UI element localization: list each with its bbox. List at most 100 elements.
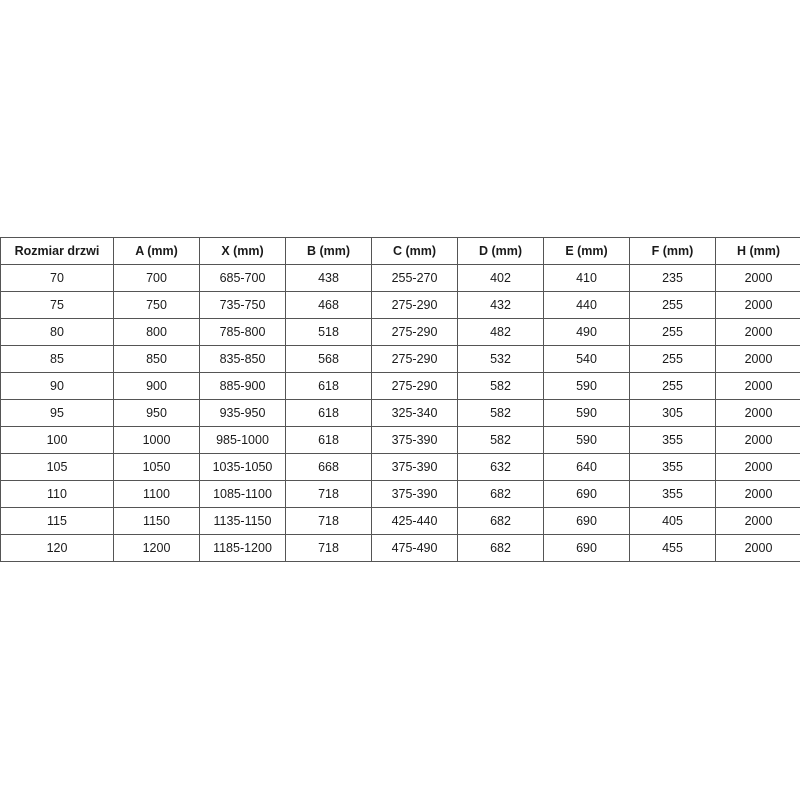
column-header: D (mm) — [457, 237, 544, 265]
table-cell: 75 — [0, 291, 114, 319]
table-cell: 582 — [457, 399, 544, 427]
table-cell: 935-950 — [199, 399, 286, 427]
table-cell: 690 — [543, 480, 630, 508]
table-cell: 668 — [285, 453, 372, 481]
table-cell: 275-290 — [371, 372, 458, 400]
table-cell: 800 — [113, 318, 200, 346]
table-cell: 325-340 — [371, 399, 458, 427]
table-cell: 90 — [0, 372, 114, 400]
table-cell: 2000 — [715, 399, 800, 427]
table-cell: 682 — [457, 480, 544, 508]
table-cell: 1135-1150 — [199, 507, 286, 535]
table-cell: 355 — [629, 480, 716, 508]
table-cell: 590 — [543, 426, 630, 454]
table-row: 85 850 835-850 568 275-290 532 540 255 2000 — [0, 345, 800, 373]
table-row: 75 750 735-750 468 275-290 432 440 255 2000 — [0, 291, 800, 319]
table-cell: 640 — [543, 453, 630, 481]
table-cell: 885-900 — [199, 372, 286, 400]
table-cell: 355 — [629, 426, 716, 454]
table-cell: 1000 — [113, 426, 200, 454]
table-cell: 375-390 — [371, 453, 458, 481]
table-cell: 618 — [285, 426, 372, 454]
table-cell: 2000 — [715, 453, 800, 481]
table-cell: 2000 — [715, 480, 800, 508]
table-row: 90 900 885-900 618 275-290 582 590 255 2000 — [0, 372, 800, 400]
table-cell: 682 — [457, 534, 544, 562]
table-row: 80 800 785-800 518 275-290 482 490 255 2000 — [0, 318, 800, 346]
table-cell: 540 — [543, 345, 630, 373]
table-cell: 275-290 — [371, 291, 458, 319]
column-header: F (mm) — [629, 237, 716, 265]
column-header: A (mm) — [113, 237, 200, 265]
column-header: B (mm) — [285, 237, 372, 265]
table-cell: 105 — [0, 453, 114, 481]
table-cell: 718 — [285, 507, 372, 535]
table-cell: 305 — [629, 399, 716, 427]
table-cell: 490 — [543, 318, 630, 346]
table-cell: 850 — [113, 345, 200, 373]
table-cell: 985-1000 — [199, 426, 286, 454]
table-cell: 110 — [0, 480, 114, 508]
table-cell: 1150 — [113, 507, 200, 535]
table-cell: 375-390 — [371, 426, 458, 454]
table-cell: 690 — [543, 534, 630, 562]
column-header: C (mm) — [371, 237, 458, 265]
table-cell: 275-290 — [371, 318, 458, 346]
door-size-table: Rozmiar drzwi A (mm) X (mm) B (mm) C (mm) D (… — [0, 237, 800, 562]
table-cell: 1100 — [113, 480, 200, 508]
table-cell: 618 — [285, 399, 372, 427]
table-cell: 468 — [285, 291, 372, 319]
table-cell: 2000 — [715, 507, 800, 535]
table-cell: 950 — [113, 399, 200, 427]
table-cell: 455 — [629, 534, 716, 562]
table-row: 115 1150 1135-1150 718 425-440 682 690 405 2000 — [0, 507, 800, 535]
table-cell: 718 — [285, 534, 372, 562]
table-cell: 2000 — [715, 345, 800, 373]
table-cell: 85 — [0, 345, 114, 373]
table-header: Rozmiar drzwi A (mm) X (mm) B (mm) C (mm) D (… — [0, 237, 800, 265]
table-row: 100 1000 985-1000 618 375-390 582 590 355 2000 — [0, 426, 800, 454]
table-cell: 590 — [543, 399, 630, 427]
table-cell: 750 — [113, 291, 200, 319]
table-cell: 2000 — [715, 534, 800, 562]
table-cell: 402 — [457, 264, 544, 292]
table-cell: 115 — [0, 507, 114, 535]
table-cell: 425-440 — [371, 507, 458, 535]
table-cell: 120 — [0, 534, 114, 562]
table-cell: 70 — [0, 264, 114, 292]
table-cell: 2000 — [715, 426, 800, 454]
column-header: H (mm) — [715, 237, 800, 265]
table-cell: 438 — [285, 264, 372, 292]
table-cell: 255-270 — [371, 264, 458, 292]
table-cell: 835-850 — [199, 345, 286, 373]
table-cell: 410 — [543, 264, 630, 292]
table-cell: 255 — [629, 318, 716, 346]
table-cell: 1085-1100 — [199, 480, 286, 508]
table-cell: 2000 — [715, 318, 800, 346]
column-header: Rozmiar drzwi — [0, 237, 114, 265]
table-cell: 735-750 — [199, 291, 286, 319]
table-row: 95 950 935-950 618 325-340 582 590 305 2000 — [0, 399, 800, 427]
table-cell: 785-800 — [199, 318, 286, 346]
table-row: 105 1050 1035-1050 668 375-390 632 640 355 2000 — [0, 453, 800, 481]
table-cell: 2000 — [715, 264, 800, 292]
table-cell: 618 — [285, 372, 372, 400]
table-cell: 275-290 — [371, 345, 458, 373]
table-cell: 632 — [457, 453, 544, 481]
table-cell: 900 — [113, 372, 200, 400]
table-cell: 518 — [285, 318, 372, 346]
column-header: E (mm) — [543, 237, 630, 265]
table-cell: 475-490 — [371, 534, 458, 562]
table-cell: 80 — [0, 318, 114, 346]
table-cell: 568 — [285, 345, 372, 373]
table-cell: 1035-1050 — [199, 453, 286, 481]
table-cell: 235 — [629, 264, 716, 292]
table-cell: 255 — [629, 291, 716, 319]
header-row: Rozmiar drzwi A (mm) X (mm) B (mm) C (mm) D (… — [0, 237, 800, 265]
column-header: X (mm) — [199, 237, 286, 265]
table-cell: 532 — [457, 345, 544, 373]
table-row: 120 1200 1185-1200 718 475-490 682 690 455 2000 — [0, 534, 800, 562]
table-cell: 700 — [113, 264, 200, 292]
table-cell: 718 — [285, 480, 372, 508]
table-cell: 685-700 — [199, 264, 286, 292]
